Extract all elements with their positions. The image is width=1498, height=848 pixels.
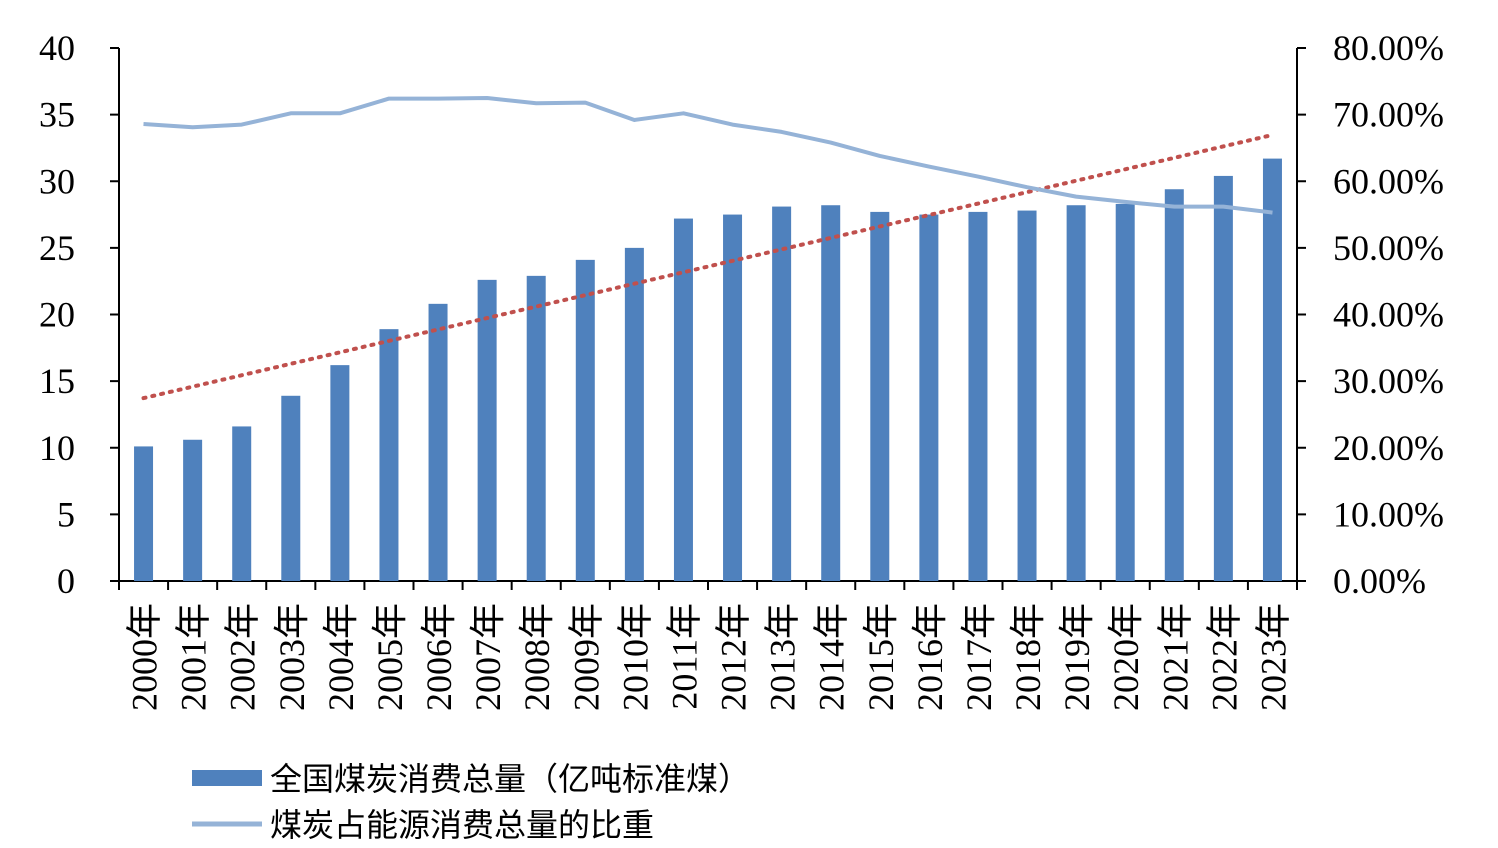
x-tick-label: 2012年 (714, 603, 754, 711)
x-tick-label: 2007年 (468, 603, 508, 711)
trendline-path (141, 132, 1275, 401)
left-tick-label: 35 (39, 95, 75, 135)
x-tick-label: 2013年 (763, 603, 803, 711)
bar (1164, 189, 1184, 581)
legend-swatch-bar (192, 770, 262, 786)
x-tick-label: 2002年 (223, 603, 263, 711)
x-tick-label: 2014年 (812, 603, 852, 711)
left-tick-label: 5 (57, 494, 75, 534)
x-tick-label: 2019年 (1057, 603, 1097, 711)
right-tick-label: 80.00% (1333, 28, 1444, 68)
bar (330, 365, 350, 581)
x-tick-label: 2020年 (1106, 603, 1146, 711)
x-tick-labels: 2000年 2001年 2002年 2003年 2004年 2005年 2006年 2007年… (125, 603, 1294, 711)
bar (624, 247, 644, 581)
right-tick-label: 40.00% (1333, 295, 1444, 335)
legend: 全国煤炭消费总量（亿吨标准煤） 煤炭占能源消费总量的比重 (192, 760, 750, 844)
share-line-path (143, 96, 1273, 215)
bar (673, 218, 693, 581)
x-tick-label: 2016年 (910, 603, 950, 711)
right-tick-label: 10.00% (1333, 494, 1444, 534)
left-tick-label: 15 (39, 361, 75, 401)
bar (1115, 203, 1135, 581)
x-tick-label: 2008年 (517, 603, 557, 711)
x-tick-label: 2001年 (174, 603, 214, 711)
share-line (143, 96, 1273, 215)
bar (821, 205, 841, 582)
bar (919, 214, 939, 581)
bars (134, 158, 1282, 582)
left-tick-label: 20 (39, 295, 75, 335)
x-tick-label: 2000年 (125, 603, 165, 711)
bar (526, 275, 546, 581)
bar (232, 426, 252, 581)
right-tick-label: 30.00% (1333, 361, 1444, 401)
bar (968, 211, 988, 581)
left-tick-label: 10 (39, 428, 75, 468)
bar (1213, 175, 1233, 582)
bar (1017, 210, 1037, 581)
bar (723, 214, 743, 581)
x-tick-label: 2004年 (321, 603, 361, 711)
right-tick-label: 70.00% (1333, 95, 1444, 135)
x-tick-label: 2015年 (861, 603, 901, 711)
x-tick-label: 2003年 (272, 603, 312, 711)
x-tick-label: 2022年 (1204, 603, 1244, 711)
bar (428, 303, 448, 581)
bar (772, 206, 792, 581)
trendline (141, 132, 1275, 401)
right-tick-label: 60.00% (1333, 161, 1444, 201)
x-tick-label: 2010年 (615, 603, 655, 711)
bar (870, 211, 890, 581)
x-tick-label: 2005年 (370, 603, 410, 711)
right-tick-label: 50.00% (1333, 228, 1444, 268)
bar (1066, 205, 1086, 582)
x-tick-label: 2021年 (1155, 603, 1195, 711)
left-tick-label: 40 (39, 28, 75, 68)
legend-label-line: 煤炭占能源消费总量的比重 (270, 806, 654, 844)
left-tick-label: 30 (39, 161, 75, 201)
bar (1262, 158, 1282, 581)
bar (575, 259, 595, 581)
x-tick-label: 2006年 (419, 603, 459, 711)
axes: 0 5 10 15 20 25 30 35 40 0.00% 10.00% 20.00% 30.00% 4… (39, 28, 1444, 601)
left-tick-label: 0 (57, 561, 75, 601)
x-tick-label: 2023年 (1253, 603, 1293, 711)
bar (134, 446, 154, 581)
x-tick-label: 2018年 (1008, 603, 1048, 711)
right-tick-label: 20.00% (1333, 428, 1444, 468)
x-tick-label: 2009年 (566, 603, 606, 711)
left-tick-label: 25 (39, 228, 75, 268)
bar (477, 279, 497, 581)
right-tick-label: 0.00% (1333, 561, 1426, 601)
bar (281, 395, 301, 581)
x-tick-label: 2011年 (664, 603, 704, 710)
bar (183, 439, 203, 581)
legend-label-bar: 全国煤炭消费总量（亿吨标准煤） (270, 760, 750, 798)
x-tick-label: 2017年 (959, 603, 999, 711)
bar (379, 329, 399, 581)
